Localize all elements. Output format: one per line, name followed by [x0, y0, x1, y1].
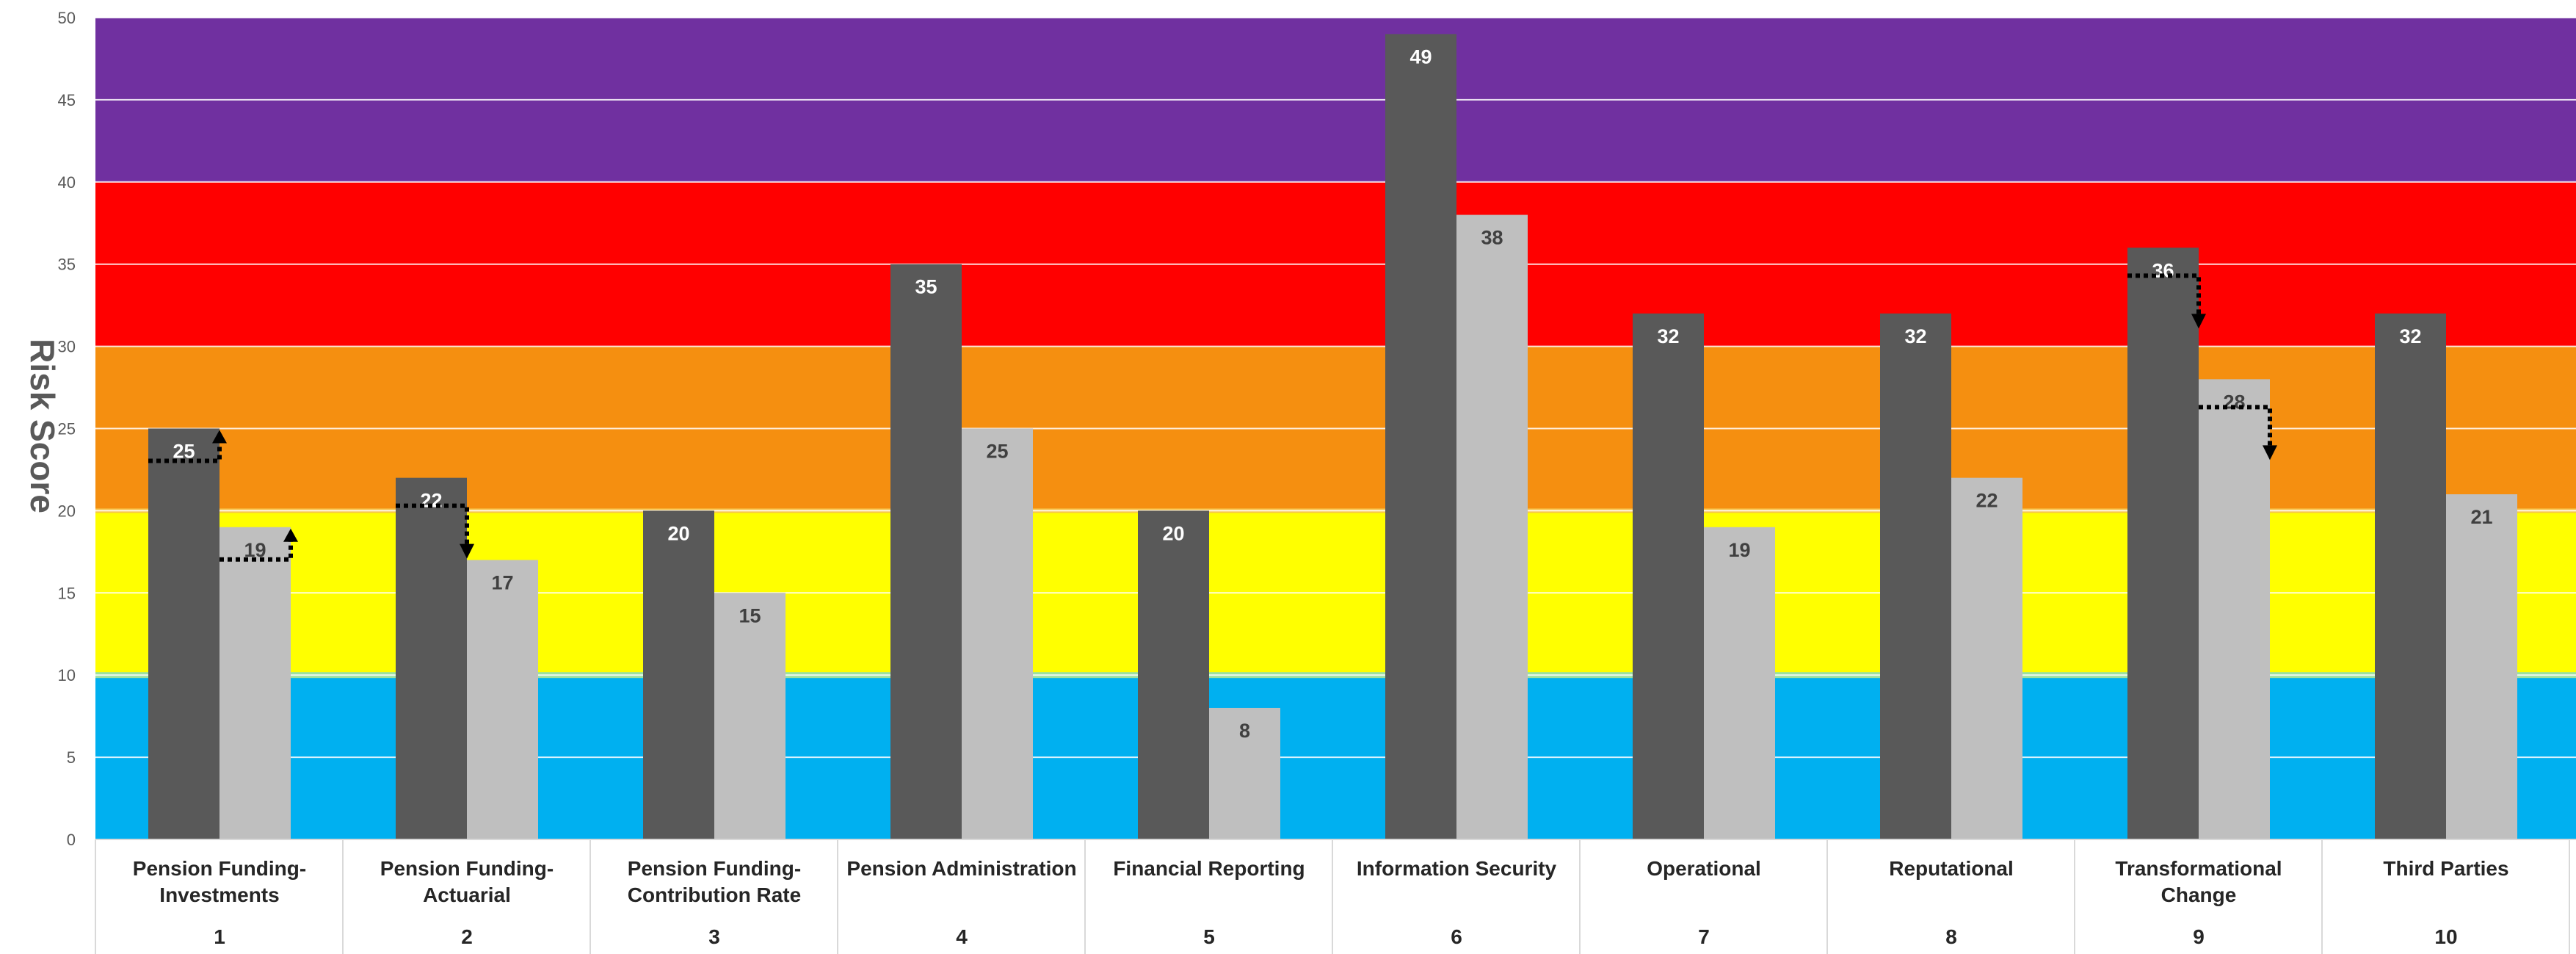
arrow-head-down — [2263, 445, 2277, 460]
trend-arrows — [148, 273, 2277, 562]
bar-previous-7 — [1633, 313, 1704, 840]
data-label: 19 — [1728, 539, 1750, 561]
trend-arrow-down — [2127, 273, 2201, 317]
data-label: 49 — [1409, 46, 1432, 68]
trend-arrow-down — [396, 503, 469, 547]
data-label: 15 — [739, 604, 761, 626]
category-label: Financial Reporting — [1113, 857, 1305, 880]
y-tick-label: 0 — [67, 831, 76, 849]
bar-current-1 — [219, 527, 291, 839]
category-number: 2 — [461, 925, 473, 948]
data-label: 36 — [2152, 259, 2174, 281]
category-number: 1 — [214, 925, 225, 948]
category-number: 5 — [1203, 925, 1215, 948]
y-tick-label: 5 — [67, 748, 76, 767]
data-label: 22 — [1975, 490, 1998, 512]
y-tick-label: 35 — [58, 256, 76, 274]
y-tick-label: 20 — [58, 502, 76, 520]
y-tick-label: 40 — [58, 173, 76, 192]
data-label: 20 — [667, 522, 689, 544]
bar-previous-2 — [396, 477, 467, 839]
category-label: Actuarial — [423, 883, 511, 906]
bar-previous-3 — [643, 510, 714, 839]
category-label: Contribution Rate — [628, 883, 801, 906]
data-label: 32 — [2399, 325, 2421, 347]
bar-previous-8 — [1880, 313, 1951, 840]
data-label: 22 — [420, 490, 442, 512]
category-label: Pension Funding- — [628, 857, 801, 880]
y-tick-label: 10 — [58, 666, 76, 684]
y-tick-label: 15 — [58, 584, 76, 602]
bar-previous-1 — [148, 428, 219, 839]
data-label: 25 — [986, 441, 1008, 463]
trend-arrow-down — [2199, 405, 2272, 449]
trend-arrow-up — [148, 440, 222, 463]
bar-previous-5 — [1138, 510, 1209, 839]
category-label: Pension Administration — [846, 857, 1076, 880]
bar-current-6 — [1456, 214, 1528, 839]
data-label: 32 — [1657, 325, 1679, 347]
y-tick-label: 30 — [58, 338, 76, 356]
y-tick-label: 45 — [58, 91, 76, 109]
trend-arrow-up — [219, 538, 293, 562]
data-label: 35 — [915, 276, 937, 298]
category-number: 6 — [1451, 925, 1462, 948]
bar-current-9 — [2199, 379, 2270, 839]
category-label: Change — [2161, 883, 2237, 906]
data-label: 32 — [1904, 325, 1926, 347]
bar-current-5 — [1209, 707, 1280, 839]
data-label: 17 — [491, 572, 513, 594]
category-number: 7 — [1698, 925, 1710, 948]
bar-current-8 — [1951, 477, 2022, 839]
y-tick-label: 25 — [58, 420, 76, 438]
bar-previous-4 — [890, 264, 962, 839]
category-label: Third Parties — [2383, 857, 2508, 880]
bar-previous-10 — [2375, 313, 2446, 840]
y-axis: 0 5 10 15 20 25 30 35 40 45 50 — [58, 9, 76, 849]
category-label: Reputational — [1889, 857, 2014, 880]
data-label: 8 — [1239, 720, 1250, 742]
category-number: 4 — [956, 925, 968, 948]
y-tick-label: 50 — [58, 9, 76, 27]
category-number: 9 — [2193, 925, 2205, 948]
bar-current-10 — [2446, 494, 2517, 839]
bar-previous-6 — [1385, 34, 1456, 839]
arrow-head-up — [212, 430, 227, 444]
category-number: 3 — [708, 925, 720, 948]
arrow-head-down — [460, 543, 474, 559]
category-number: 10 — [2434, 925, 2457, 948]
category-label: Pension Funding- — [380, 857, 554, 880]
data-label: 38 — [1481, 227, 1503, 249]
arrow-head-down — [2191, 314, 2206, 329]
data-label: 28 — [2223, 391, 2245, 413]
bar-current-4 — [962, 428, 1033, 839]
data-label: 20 — [1162, 522, 1184, 544]
bar-current-2 — [467, 560, 538, 839]
y-axis-title: Risk Score — [23, 339, 62, 513]
category-label: Investments — [159, 883, 279, 906]
category-label: Information Security — [1357, 857, 1557, 880]
category-label: Transformational — [2115, 857, 2282, 880]
category-label: Operational — [1647, 857, 1761, 880]
data-label: 21 — [2470, 506, 2492, 528]
category-number: 8 — [1945, 925, 1957, 948]
bar-current-7 — [1704, 527, 1775, 839]
bar-current-3 — [714, 593, 786, 839]
arrow-head-up — [283, 528, 298, 542]
x-axis-table: Pension Funding- Investments 1 Pension Fund… — [95, 839, 2576, 954]
bar-previous-9 — [2127, 247, 2199, 839]
category-label: Pension Funding- — [133, 857, 306, 880]
